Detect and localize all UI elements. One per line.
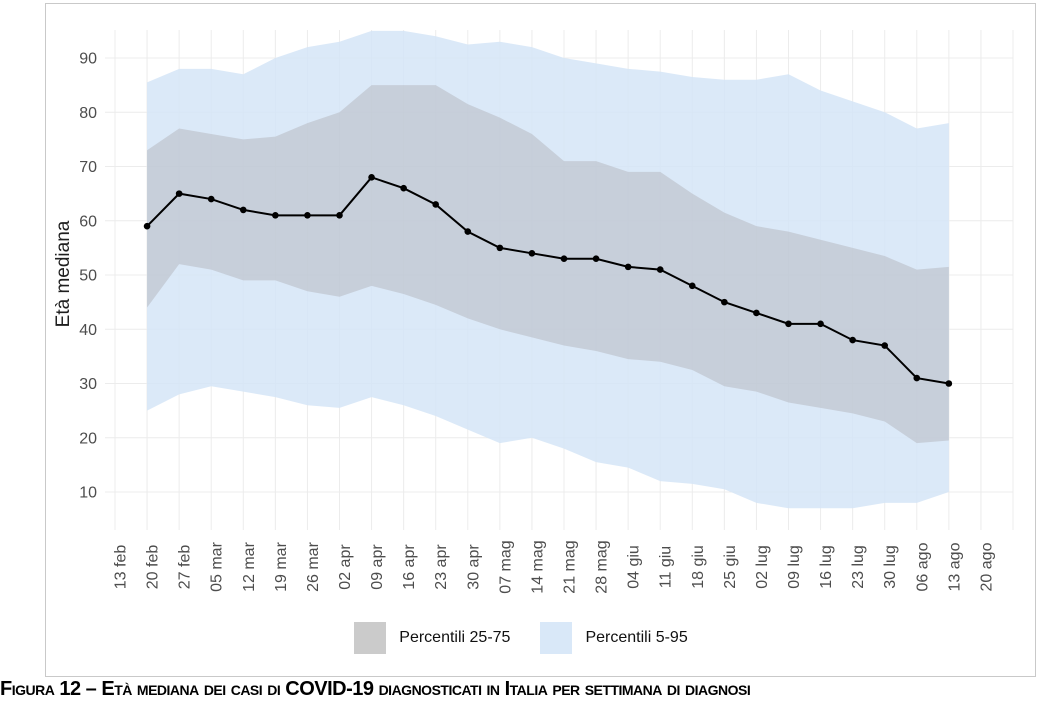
- svg-text:07 mag: 07 mag: [497, 540, 514, 593]
- svg-text:30 lug: 30 lug: [882, 545, 899, 589]
- svg-text:23 apr: 23 apr: [433, 544, 450, 590]
- svg-text:20 ago: 20 ago: [978, 542, 995, 591]
- legend-label-percentili-25-75: Percentili 25-75: [399, 629, 511, 646]
- y-axis-title: Età mediana: [53, 220, 74, 328]
- svg-text:16 apr: 16 apr: [401, 544, 418, 590]
- svg-text:12 mar: 12 mar: [241, 541, 258, 591]
- svg-text:04 giu: 04 giu: [626, 545, 643, 589]
- svg-text:30 apr: 30 apr: [465, 544, 482, 590]
- legend-swatch-percentili-25-75: [354, 622, 387, 654]
- svg-text:21 mag: 21 mag: [562, 540, 579, 593]
- svg-text:40: 40: [79, 322, 97, 339]
- svg-text:16 lug: 16 lug: [818, 545, 835, 589]
- svg-text:26 mar: 26 mar: [305, 541, 322, 591]
- svg-text:09 apr: 09 apr: [369, 544, 386, 590]
- svg-text:25 giu: 25 giu: [722, 545, 739, 589]
- svg-text:30: 30: [79, 376, 97, 393]
- svg-text:05 mar: 05 mar: [209, 541, 226, 591]
- svg-text:50: 50: [79, 268, 97, 285]
- svg-text:02 lug: 02 lug: [754, 545, 771, 589]
- svg-text:02 apr: 02 apr: [337, 544, 354, 590]
- legend-swatch-percentili-5-95: [540, 622, 573, 654]
- svg-text:06 ago: 06 ago: [914, 542, 931, 591]
- svg-text:70: 70: [79, 159, 97, 176]
- figure-caption: Figura 12 – Età mediana dei casi di COVI…: [0, 678, 751, 700]
- svg-text:28 mag: 28 mag: [594, 540, 611, 593]
- svg-text:09 lug: 09 lug: [786, 545, 803, 589]
- svg-text:19 mar: 19 mar: [273, 541, 290, 591]
- svg-text:14 mag: 14 mag: [529, 540, 546, 593]
- svg-text:11 giu: 11 giu: [658, 546, 675, 588]
- svg-text:18 giu: 18 giu: [690, 545, 707, 589]
- svg-text:13 feb: 13 feb: [113, 545, 130, 590]
- svg-text:13 ago: 13 ago: [946, 542, 963, 591]
- svg-text:23 lug: 23 lug: [850, 545, 867, 589]
- svg-text:27 feb: 27 feb: [177, 545, 194, 590]
- svg-text:20 feb: 20 feb: [145, 545, 162, 590]
- legend-label-percentili-5-95: Percentili 5-95: [585, 629, 688, 646]
- svg-text:10: 10: [79, 485, 97, 502]
- svg-text:60: 60: [79, 213, 97, 230]
- svg-text:90: 90: [79, 51, 97, 68]
- svg-text:20: 20: [79, 430, 97, 447]
- chart-legend: Percentili 25-75 Percentili 5-95: [0, 620, 1042, 656]
- svg-text:80: 80: [79, 105, 97, 122]
